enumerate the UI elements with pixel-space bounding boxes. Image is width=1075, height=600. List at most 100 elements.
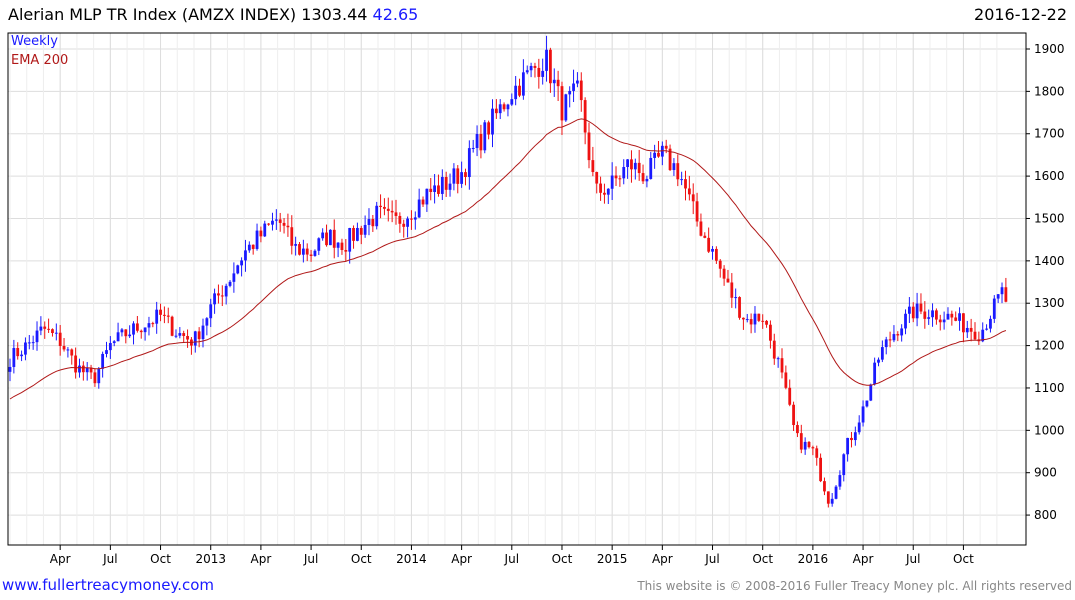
candle-body: [865, 400, 869, 407]
x-tick-label: Apr: [50, 552, 71, 566]
candle-body: [989, 318, 992, 329]
weekly-candle: [236, 264, 240, 275]
weekly-candle: [209, 298, 213, 328]
candle-body: [406, 218, 409, 227]
candle-body: [757, 313, 761, 321]
weekly-candle: [197, 327, 201, 348]
weekly-candle: [386, 197, 390, 222]
weekly-candle: [722, 265, 726, 286]
weekly-candle: [765, 319, 768, 328]
weekly-candle: [884, 336, 888, 355]
candle-body: [880, 347, 884, 360]
y-tick-label: 1300: [1034, 296, 1065, 310]
weekly-candle: [163, 306, 166, 324]
candle-body: [417, 199, 421, 218]
weekly-candle: [726, 269, 730, 283]
candle-body: [718, 260, 722, 269]
candle-body: [973, 331, 977, 340]
weekly-candle: [591, 146, 595, 177]
candle-body: [556, 79, 560, 87]
weekly-candle: [579, 72, 583, 112]
candle-body: [965, 327, 969, 333]
weekly-candle: [101, 351, 105, 378]
candle-body: [352, 228, 355, 241]
weekly-candle: [780, 348, 784, 379]
weekly-candle: [718, 259, 722, 278]
weekly-candle: [514, 75, 518, 106]
candle-body: [108, 343, 112, 351]
weekly-candle: [769, 320, 772, 349]
candle-body: [734, 297, 738, 299]
candle-body: [232, 273, 236, 282]
title-text: Alerian MLP TR Index (AMZX INDEX) 1303.4…: [8, 5, 368, 24]
weekly-candle: [309, 249, 313, 262]
weekly-candle: [772, 333, 776, 365]
weekly-candle: [792, 401, 795, 432]
candle-body: [753, 313, 757, 325]
weekly-candle: [16, 342, 20, 360]
x-tick-label: Oct: [150, 552, 171, 566]
candle-body: [630, 159, 633, 170]
weekly-candle: [298, 241, 301, 256]
candle-body: [780, 358, 784, 373]
candle-body: [714, 248, 718, 261]
candle-body: [251, 244, 255, 249]
x-tick-label: Jul: [303, 552, 318, 566]
x-tick-label: Jul: [504, 552, 519, 566]
weekly-candle: [969, 318, 973, 342]
weekly-candle: [259, 226, 263, 243]
weekly-candle: [796, 421, 799, 438]
weekly-candle: [691, 183, 695, 215]
weekly-candle: [290, 215, 294, 255]
weekly-candle: [834, 485, 838, 500]
y-tick-label: 900: [1034, 466, 1057, 480]
candle-body: [645, 178, 649, 182]
candle-body: [811, 447, 815, 449]
weekly-candle: [12, 339, 16, 374]
candle-body: [826, 491, 830, 504]
candle-body: [614, 175, 618, 179]
ema-200-line: [9, 118, 1007, 400]
weekly-candle: [633, 158, 637, 180]
weekly-candle: [880, 340, 884, 363]
candle-body: [803, 441, 807, 450]
candle-body: [301, 248, 305, 255]
candle-body: [622, 167, 626, 179]
weekly-candle: [494, 99, 498, 119]
chart-date: 2016-12-22: [974, 5, 1067, 24]
weekly-candle: [155, 301, 159, 334]
website-link[interactable]: www.fullertreacymoney.com: [2, 576, 215, 594]
weekly-candle: [371, 214, 375, 232]
weekly-candle: [359, 225, 363, 245]
weekly-candle: [753, 306, 757, 333]
weekly-candle: [915, 292, 919, 327]
weekly-candle: [985, 324, 988, 331]
candle-body: [900, 328, 904, 336]
candle-body: [433, 185, 436, 193]
weekly-candle: [429, 177, 433, 201]
weekly-candle: [757, 313, 761, 323]
candle-body: [834, 486, 838, 499]
candle-body: [857, 422, 861, 433]
weekly-candle: [398, 212, 402, 233]
weekly-candle: [989, 315, 992, 333]
weekly-candle: [614, 166, 618, 186]
weekly-candle: [255, 223, 259, 251]
candle-body: [271, 220, 274, 225]
weekly-candle: [572, 69, 575, 103]
candle-body: [749, 319, 753, 325]
weekly-candle: [321, 228, 325, 241]
weekly-candle: [417, 188, 421, 218]
candle-body: [491, 108, 494, 135]
candle-body: [842, 454, 846, 476]
weekly-candle: [348, 227, 352, 264]
weekly-candle: [823, 477, 826, 496]
weekly-candle: [734, 288, 738, 309]
candle-body: [873, 362, 877, 385]
candle-body: [641, 173, 645, 182]
candle-body: [992, 298, 996, 319]
candle-body: [919, 303, 923, 312]
candle-body: [47, 328, 50, 330]
weekly-candle: [213, 288, 216, 314]
candle-body: [54, 332, 58, 334]
